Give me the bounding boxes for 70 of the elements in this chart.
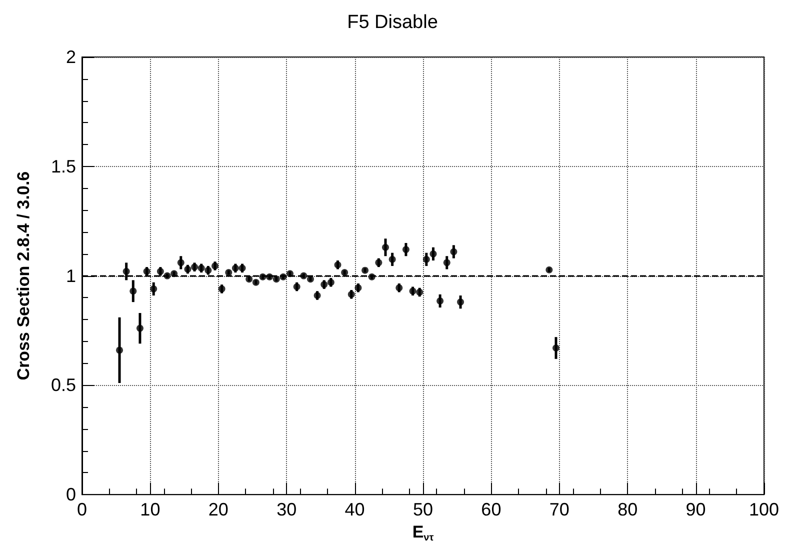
x-tick-label: 40 bbox=[344, 500, 365, 520]
point bbox=[552, 344, 560, 352]
point bbox=[280, 273, 287, 280]
point bbox=[348, 290, 355, 298]
point bbox=[156, 268, 164, 275]
point bbox=[362, 266, 369, 274]
point bbox=[388, 256, 396, 263]
point bbox=[320, 281, 328, 288]
point bbox=[266, 273, 274, 280]
y-tick-label: 1 bbox=[66, 266, 76, 286]
x-tick-label: 90 bbox=[686, 500, 706, 520]
point bbox=[130, 288, 137, 295]
y-tick-label: 2 bbox=[66, 47, 76, 67]
x-tick-label: 20 bbox=[208, 500, 228, 520]
point bbox=[382, 244, 389, 251]
point bbox=[443, 259, 450, 266]
point bbox=[177, 259, 184, 266]
point bbox=[116, 346, 124, 354]
point bbox=[286, 270, 294, 278]
point bbox=[354, 284, 362, 292]
point bbox=[293, 283, 300, 290]
point bbox=[143, 268, 150, 275]
point bbox=[327, 278, 334, 286]
y-axis-title: Cross Section 2.8.4 / 3.0.6 bbox=[14, 171, 33, 380]
y-tick-label: 1.5 bbox=[50, 156, 76, 176]
point bbox=[314, 292, 321, 299]
point bbox=[204, 266, 212, 274]
point bbox=[306, 276, 314, 283]
point bbox=[191, 264, 198, 271]
point bbox=[198, 264, 205, 272]
point bbox=[150, 285, 158, 292]
point bbox=[259, 273, 266, 280]
point bbox=[211, 262, 218, 270]
point bbox=[430, 250, 437, 258]
point bbox=[184, 266, 192, 273]
point bbox=[546, 266, 553, 274]
x-tick-label: 60 bbox=[481, 500, 502, 520]
point bbox=[218, 285, 226, 292]
point bbox=[272, 276, 280, 283]
point bbox=[136, 324, 144, 332]
point bbox=[375, 259, 382, 266]
point bbox=[341, 269, 348, 276]
point bbox=[164, 272, 171, 280]
point bbox=[300, 272, 308, 280]
x-tick-label: 70 bbox=[549, 500, 570, 520]
point bbox=[402, 246, 410, 254]
point bbox=[396, 284, 403, 292]
x-tick-label: 100 bbox=[748, 500, 780, 520]
x-tick-label: 10 bbox=[140, 500, 160, 520]
point bbox=[225, 269, 232, 276]
chart-title: F5 Disable bbox=[347, 12, 438, 33]
point bbox=[457, 298, 464, 306]
point bbox=[436, 297, 444, 304]
y-tick-label: 0.5 bbox=[50, 375, 76, 396]
point bbox=[170, 270, 178, 278]
point bbox=[122, 268, 130, 275]
x-tick-label: 50 bbox=[412, 500, 434, 520]
point bbox=[409, 288, 416, 295]
y-tick-label: 0 bbox=[66, 484, 76, 505]
point bbox=[246, 276, 253, 283]
point bbox=[416, 288, 424, 296]
point bbox=[238, 264, 246, 272]
x-tick-label: 80 bbox=[618, 500, 638, 520]
point bbox=[334, 261, 342, 268]
x-tick-label: 30 bbox=[276, 500, 297, 520]
point bbox=[368, 273, 376, 280]
point bbox=[422, 256, 430, 263]
point bbox=[450, 248, 458, 256]
point bbox=[252, 278, 260, 286]
point bbox=[232, 264, 239, 272]
